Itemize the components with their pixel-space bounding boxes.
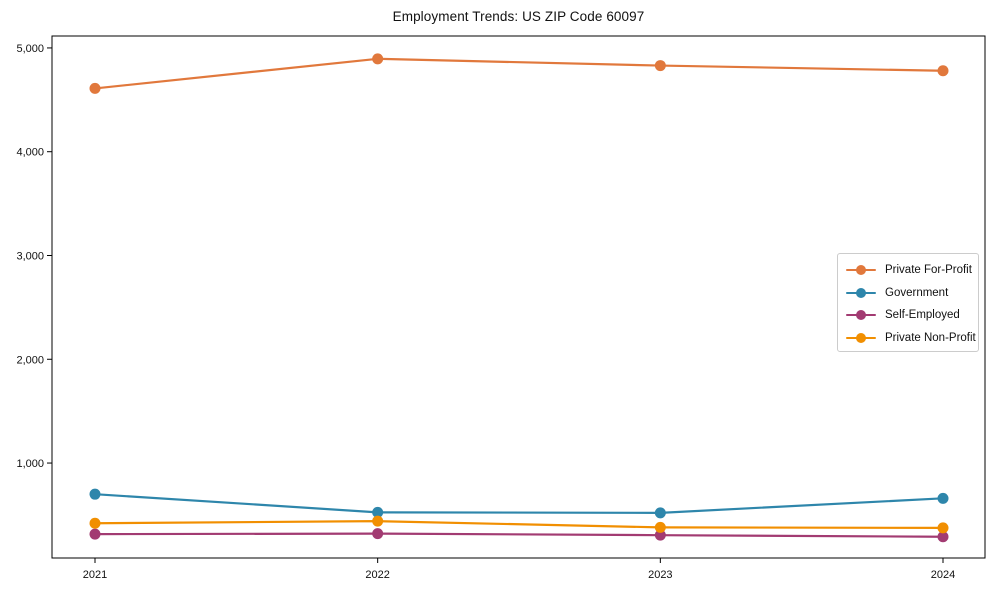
legend-item: Private For-Profit: [846, 259, 978, 282]
data-point: [89, 82, 101, 94]
y-tick-label: 2,000: [16, 354, 44, 366]
chart-legend: Private For-Profit Government Self-Emplo…: [837, 253, 979, 352]
data-point: [937, 65, 949, 77]
data-point: [372, 515, 384, 527]
chart-title: Employment Trends: US ZIP Code 60097: [392, 9, 645, 24]
x-tick-label: 2024: [931, 569, 955, 581]
data-point: [372, 528, 384, 540]
data-point: [654, 521, 666, 533]
legend-marker-self-employed: [846, 310, 876, 321]
data-point: [372, 53, 384, 65]
series-line: [93, 57, 945, 90]
data-point: [89, 488, 101, 500]
data-point: [937, 492, 949, 504]
x-tick-label: 2023: [648, 569, 672, 581]
legend-label: Private For-Profit: [885, 264, 972, 277]
data-point: [654, 507, 666, 519]
series-line: [93, 532, 945, 538]
y-tick-label: 3,000: [16, 250, 44, 262]
data-point: [89, 517, 101, 529]
legend-label: Self-Employed: [885, 309, 960, 322]
series-line: [93, 493, 945, 514]
legend-label: Private Non-Profit: [885, 331, 976, 344]
legend-marker-private-for-profit: [846, 265, 876, 276]
axes-frame: [51, 35, 986, 559]
data-point: [372, 506, 384, 518]
legend-marker-government: [846, 287, 876, 298]
legend-label: Government: [885, 286, 949, 299]
data-point: [654, 60, 666, 72]
data-point: [937, 522, 949, 534]
series-line: [93, 520, 945, 530]
data-point: [89, 528, 101, 540]
x-tick-label: 2022: [365, 569, 389, 581]
y-tick-label: 4,000: [16, 147, 44, 159]
legend-item: Private Non-Profit: [846, 327, 978, 350]
y-tick-label: 1,000: [16, 458, 44, 470]
legend-item: Government: [846, 282, 978, 305]
y-tick-label: 5,000: [16, 43, 44, 55]
data-point: [654, 529, 666, 541]
legend-marker-private-non-profit: [846, 332, 876, 343]
legend-item: Self-Employed: [846, 304, 978, 327]
x-tick-label: 2021: [83, 569, 107, 581]
data-point: [937, 531, 949, 543]
